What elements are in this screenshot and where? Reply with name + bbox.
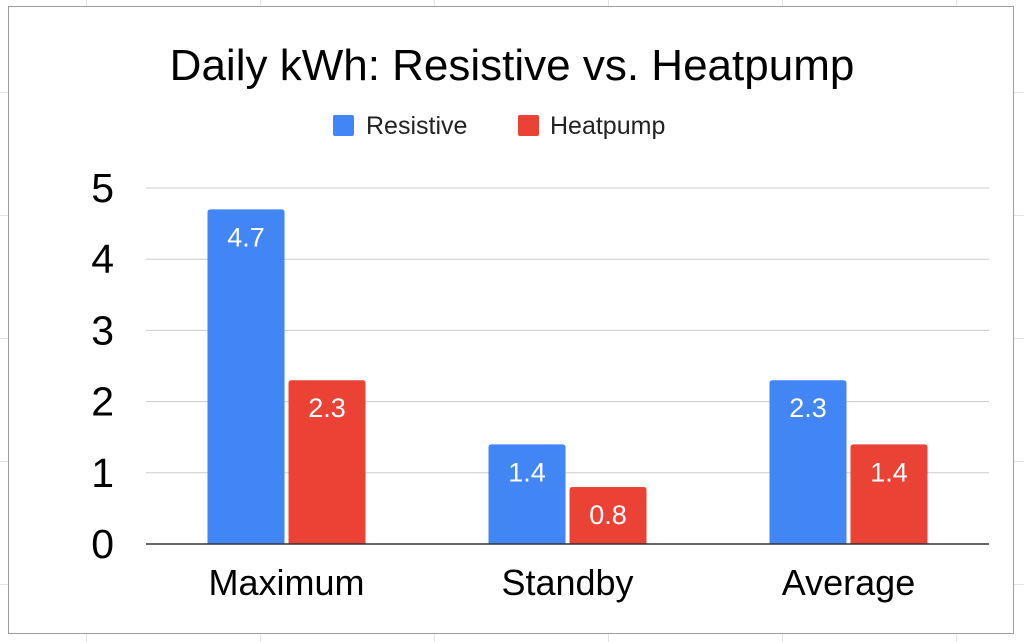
gridlines <box>146 187 989 474</box>
bar-heatpump-standby <box>569 487 647 544</box>
data-label: 1.4 <box>870 457 908 487</box>
legend: Resistive Heatpump <box>333 112 665 140</box>
x-tick-label: Standby <box>501 562 633 603</box>
bar-heatpump-average <box>850 444 928 544</box>
data-label: 0.8 <box>589 500 627 530</box>
x-axis: Maximum Standby Average <box>146 543 989 603</box>
bar-resistive-average <box>769 380 847 544</box>
legend-swatch-resistive <box>333 115 354 136</box>
legend-swatch-heatpump <box>518 115 539 136</box>
data-label: 1.4 <box>508 457 546 487</box>
x-tick-label: Maximum <box>208 562 364 603</box>
y-tick-label: 5 <box>91 165 114 211</box>
y-axis: 0 1 2 3 4 5 <box>91 165 114 567</box>
y-tick-label: 2 <box>91 379 114 425</box>
y-tick-label: 4 <box>91 236 114 282</box>
data-labels: 4.7 1.4 2.3 2.3 0.8 1.4 <box>227 222 908 530</box>
x-tick-label: Average <box>782 562 915 603</box>
bar-resistive-maximum <box>207 209 285 545</box>
data-label: 2.3 <box>308 393 346 423</box>
bar-heatpump-maximum <box>288 380 366 544</box>
bars <box>207 209 928 545</box>
legend-label-resistive: Resistive <box>366 112 467 140</box>
data-label: 2.3 <box>789 393 827 423</box>
chart-title: Daily kWh: Resistive vs. Heatpump <box>170 41 855 90</box>
legend-label-heatpump: Heatpump <box>550 112 665 140</box>
bar-resistive-standby <box>488 444 566 544</box>
data-label: 4.7 <box>227 222 265 252</box>
y-tick-label: 1 <box>91 450 114 496</box>
y-tick-label: 0 <box>91 521 114 567</box>
y-tick-label: 3 <box>91 307 114 353</box>
